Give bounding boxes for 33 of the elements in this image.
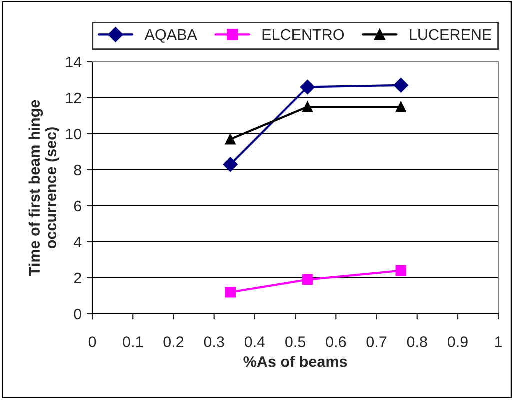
y-tick-label: 2 <box>74 272 82 284</box>
x-tick-label: 0.3 <box>204 336 224 348</box>
x-tick-label: 0 <box>88 336 96 348</box>
x-tick-label: 0.9 <box>448 336 468 348</box>
x-tick-label: 0.2 <box>164 336 184 348</box>
x-tick-label: 0.5 <box>286 336 306 348</box>
y-tick-label: 0 <box>74 308 82 320</box>
x-tick-label: 1 <box>495 336 502 348</box>
point <box>223 157 238 172</box>
x-tick-label: 0.4 <box>244 336 266 348</box>
point <box>302 274 314 286</box>
point <box>396 265 407 276</box>
point <box>394 78 409 93</box>
point <box>396 102 407 112</box>
x-tick-label: 0.6 <box>326 336 346 348</box>
y-tick-label: 10 <box>66 128 82 140</box>
y-tick-label: 4 <box>74 237 82 248</box>
y-tick-label: 12 <box>66 92 82 104</box>
point <box>225 134 236 145</box>
x-tick-label: 0.1 <box>123 336 143 348</box>
legend-label: LUCERENE <box>410 29 492 40</box>
point <box>302 102 314 112</box>
x-axis-title: %As of beams <box>244 356 348 368</box>
y-tick-label: 6 <box>74 200 82 212</box>
legend-label: ELCENTRO <box>262 29 344 40</box>
x-tick-label: 0.7 <box>366 336 387 348</box>
y-tick-label: 8 <box>74 164 82 176</box>
y-axis-title: Time of first beam hinge occurrence (sec) <box>28 100 60 276</box>
legend-label: AQABA <box>144 29 198 43</box>
y-tick-label: 14 <box>66 57 82 68</box>
point <box>300 80 316 95</box>
point <box>225 287 236 298</box>
x-tick-label: 0.8 <box>407 336 428 348</box>
